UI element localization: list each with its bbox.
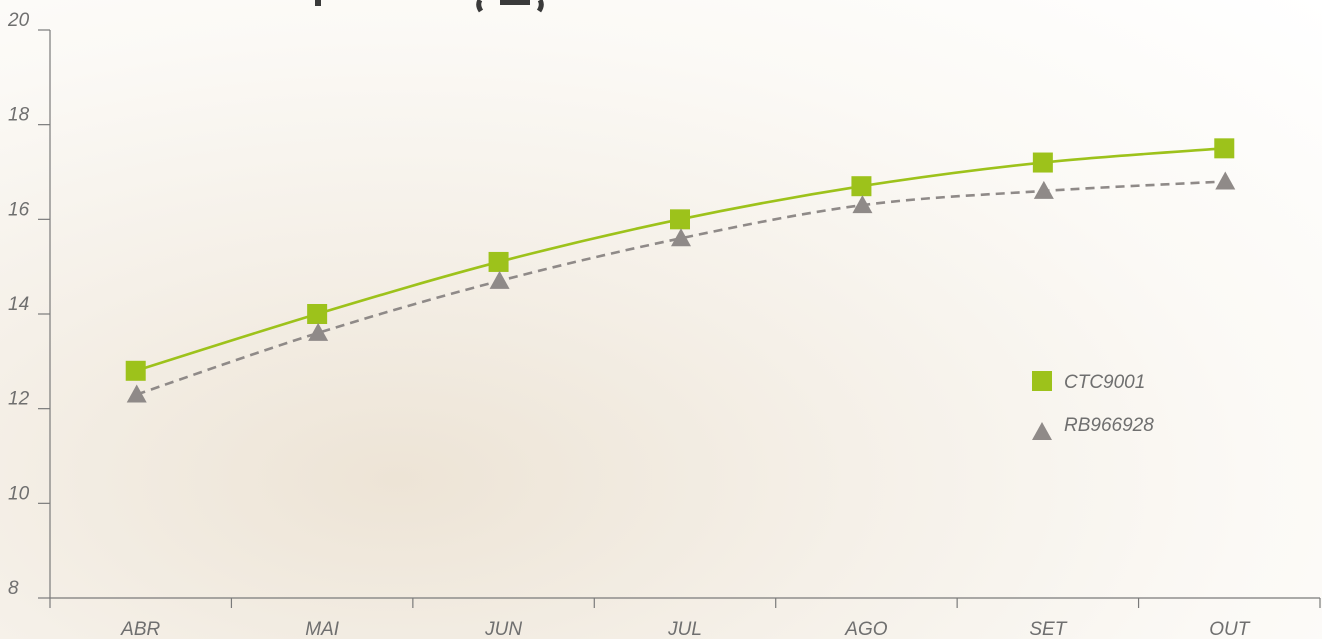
data-point-square [488, 251, 509, 272]
chart-title-fragment [315, 0, 544, 13]
series-layer [125, 138, 1236, 403]
data-point-triangle [852, 195, 873, 214]
legend-marker-square [1032, 371, 1052, 391]
y-tick-label: 16 [8, 199, 30, 220]
x-tick-label: JUN [484, 619, 522, 639]
data-point-square [670, 209, 690, 230]
data-point-triangle [1033, 180, 1054, 199]
x-tick-label: AGO [844, 619, 887, 639]
data-point-triangle [1215, 171, 1236, 190]
y-tick-label: 14 [8, 294, 29, 315]
title-fragment-paren-close [536, 0, 544, 13]
y-tick-label: 20 [7, 10, 30, 31]
x-tick-label: JUL [667, 619, 702, 639]
data-point-square [125, 360, 146, 381]
data-point-square [1214, 138, 1235, 159]
x-tick-label: OUT [1209, 619, 1251, 639]
legend-marker-triangle [1032, 422, 1052, 440]
title-fragment-paren-open [476, 0, 484, 13]
data-point-triangle [671, 228, 691, 247]
data-point-square [307, 304, 328, 324]
x-tick-label: SET [1029, 619, 1067, 639]
y-tick-label: 8 [8, 578, 19, 599]
y-tick-label: 18 [8, 105, 30, 126]
axes: 20 18 16 14 12 10 8 ABR MAI JUN JUL AGO SET OUT [7, 10, 1321, 639]
x-tick-label: ABR [120, 619, 160, 639]
title-fragment-mark [315, 0, 321, 6]
y-tick-label: 12 [8, 389, 30, 410]
data-point-triangle [308, 322, 329, 341]
data-point-triangle [126, 384, 147, 403]
legend: CTC9001 RB966928 [1032, 371, 1154, 440]
data-point-square [1032, 152, 1053, 173]
series-line-ctc9001 [135, 147, 1225, 373]
data-point-square [851, 176, 872, 197]
title-fragment-bar [500, 0, 530, 5]
x-tick-label: MAI [305, 619, 340, 639]
data-point-triangle [489, 270, 510, 289]
legend-label: CTC9001 [1064, 372, 1145, 393]
legend-label: RB966928 [1064, 415, 1154, 436]
y-tick-label: 10 [8, 483, 30, 504]
